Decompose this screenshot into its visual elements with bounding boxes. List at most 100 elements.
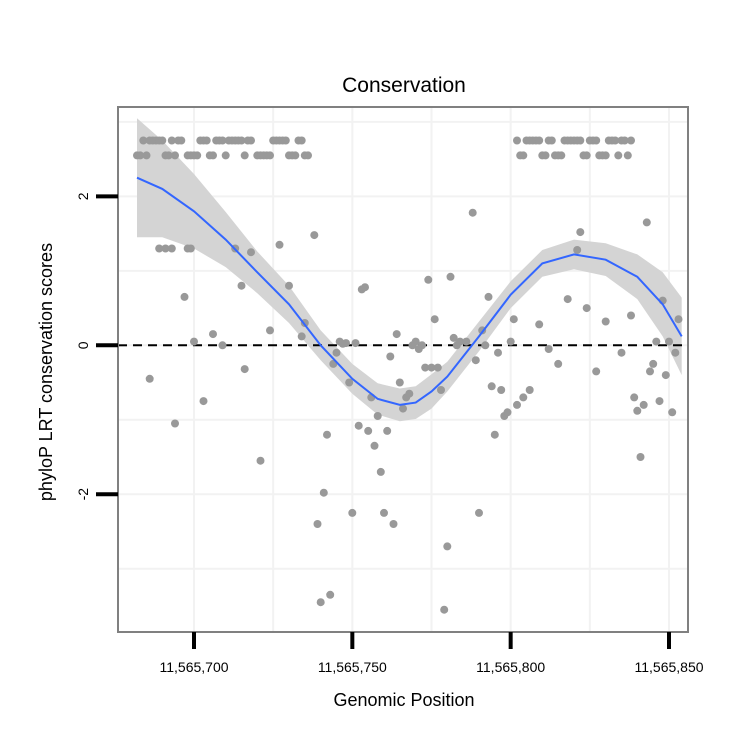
data-point	[617, 348, 626, 357]
data-point	[554, 359, 563, 368]
data-point	[430, 315, 439, 324]
data-point	[180, 292, 189, 301]
data-point	[310, 231, 319, 240]
data-point	[361, 283, 369, 292]
data-point	[494, 348, 502, 357]
data-point	[392, 330, 401, 339]
data-point	[405, 389, 414, 398]
data-point	[291, 151, 300, 160]
data-point	[576, 228, 585, 237]
data-point	[171, 419, 179, 428]
data-point	[221, 151, 230, 160]
x-axis-label: Genomic Position	[333, 690, 474, 710]
data-point	[633, 406, 642, 415]
data-point	[446, 272, 455, 281]
data-point	[297, 332, 306, 341]
y-tick-label: 2	[75, 192, 91, 200]
data-point	[665, 337, 673, 346]
data-point	[471, 356, 480, 365]
data-point	[506, 337, 515, 346]
data-point	[627, 136, 635, 145]
data-point	[487, 382, 496, 391]
data-point	[332, 348, 341, 357]
data-point	[202, 136, 211, 145]
data-point	[158, 136, 167, 145]
data-point	[380, 508, 388, 517]
data-points	[133, 136, 683, 614]
panel-border	[117, 106, 689, 633]
data-point	[351, 339, 360, 348]
data-point	[519, 393, 528, 402]
data-point	[433, 363, 442, 372]
data-point	[136, 151, 145, 160]
data-point	[475, 508, 483, 517]
data-point	[513, 400, 521, 409]
data-point	[437, 386, 445, 394]
data-point	[373, 412, 382, 420]
data-point	[256, 456, 265, 465]
data-point	[503, 408, 512, 417]
y-tick-label: 0	[75, 341, 91, 349]
data-point	[167, 244, 176, 253]
data-point	[364, 426, 373, 435]
data-point	[370, 441, 379, 450]
data-point	[519, 151, 528, 160]
data-point	[661, 371, 670, 380]
data-point	[389, 520, 398, 528]
data-point	[237, 281, 246, 290]
data-point	[513, 136, 521, 145]
data-point	[209, 330, 217, 339]
confidence-band	[137, 118, 682, 422]
data-point	[297, 136, 306, 145]
data-point	[497, 386, 506, 394]
data-point	[525, 386, 534, 394]
data-point	[161, 244, 170, 253]
data-point	[462, 337, 471, 346]
data-point	[237, 136, 246, 145]
data-point	[535, 320, 544, 329]
data-point	[582, 151, 591, 160]
smooth-trend-line	[136, 176, 683, 406]
data-point	[395, 378, 404, 387]
data-point	[240, 151, 249, 160]
data-point	[240, 365, 249, 374]
data-point	[639, 400, 648, 409]
data-point	[139, 136, 148, 145]
data-point	[199, 397, 208, 406]
data-point	[674, 315, 683, 324]
data-point	[313, 520, 322, 528]
data-point	[592, 367, 601, 376]
data-point	[557, 151, 566, 160]
data-point	[582, 304, 591, 313]
data-point	[218, 341, 227, 350]
data-point	[468, 208, 477, 217]
data-point	[443, 542, 452, 551]
data-point	[627, 311, 635, 320]
data-point	[186, 244, 195, 253]
data-point	[411, 337, 420, 346]
x-tick-label: 11,565,850	[634, 659, 703, 675]
y-axis: -2 0 2	[75, 192, 118, 500]
data-point	[620, 136, 629, 145]
data-point	[399, 404, 407, 413]
data-point	[164, 151, 173, 160]
x-tick-label: 11,565,750	[318, 659, 387, 675]
data-point	[145, 374, 154, 383]
data-point	[354, 421, 363, 430]
data-point	[630, 393, 639, 402]
data-point	[418, 341, 426, 350]
data-point	[285, 281, 293, 290]
data-point	[611, 136, 620, 145]
data-point	[386, 352, 395, 361]
data-point	[646, 367, 654, 376]
data-point	[490, 430, 499, 439]
data-point	[601, 317, 610, 326]
data-point	[266, 151, 274, 160]
data-point	[171, 151, 179, 160]
data-point	[304, 151, 312, 160]
data-point	[247, 248, 255, 257]
data-point	[281, 136, 290, 145]
data-point	[642, 218, 651, 227]
data-point	[652, 337, 661, 346]
